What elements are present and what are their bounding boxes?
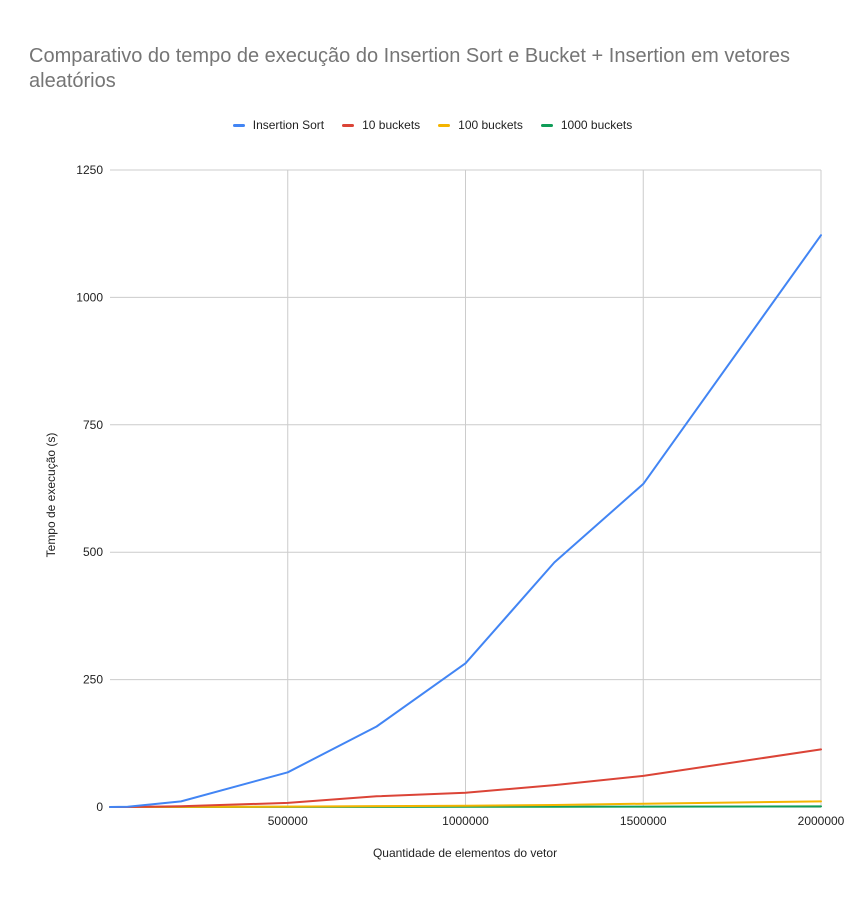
legend-item-10-buckets[interactable]: 10 buckets: [342, 118, 420, 132]
legend-item-1000-buckets[interactable]: 1000 buckets: [540, 118, 633, 132]
y-tick-label: 1250: [76, 163, 103, 177]
legend-label: 10 buckets: [362, 118, 421, 132]
y-tick-label: 250: [83, 673, 103, 687]
series-line-10-buckets[interactable]: [109, 748, 822, 808]
x-tick-label: 1500000: [620, 814, 667, 828]
y-tick-label: 500: [83, 545, 103, 559]
x-axis-ticks: 500000 1000000 1500000 2000000: [268, 814, 845, 828]
y-tick-label: 1000: [76, 290, 103, 304]
legend-label: 1000 buckets: [560, 118, 633, 132]
legend-item-insertion-sort[interactable]: Insertion Sort: [232, 118, 325, 132]
x-axis-title: Quantidade de elementos do vetor: [373, 846, 557, 860]
y-tick-label: 750: [83, 418, 103, 432]
x-tick-label: 500000: [268, 814, 308, 828]
x-tick-label: 2000000: [798, 814, 845, 828]
y-axis-title: Tempo de execução (s): [44, 433, 58, 558]
legend-label: 100 buckets: [458, 118, 523, 132]
y-tick-label: 0: [96, 800, 103, 814]
series-lines: [109, 234, 822, 808]
legend-item-100-buckets[interactable]: 100 buckets: [438, 118, 523, 132]
gridlines: [110, 169, 822, 808]
series-line-insertion-sort[interactable]: [109, 234, 822, 808]
legend-swatch-icon: [438, 123, 451, 127]
legend-swatch-icon: [342, 123, 355, 127]
legend: Insertion Sort 10 buckets 100 buckets 10…: [0, 118, 865, 132]
y-axis-ticks: 0 250 500 750 1000 1250: [76, 163, 103, 814]
legend-swatch-icon: [540, 123, 553, 127]
x-tick-label: 1000000: [442, 814, 489, 828]
legend-swatch-icon: [232, 123, 245, 127]
legend-label: Insertion Sort: [252, 118, 325, 132]
chart-title: Comparativo do tempo de execução do Inse…: [29, 45, 790, 92]
